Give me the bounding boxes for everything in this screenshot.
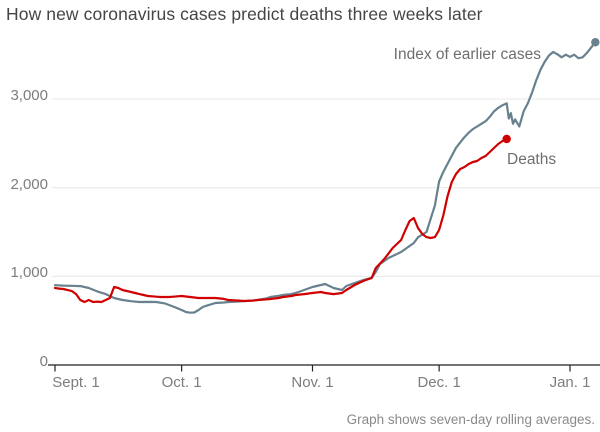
deaths-series-label: Deaths (507, 151, 557, 168)
y-axis-label-2000: 2,000 (10, 175, 48, 193)
deaths-line (53, 137, 508, 304)
cases-endpoint-dot (591, 38, 600, 47)
cases-series-label: Index of earlier cases (393, 46, 541, 63)
cases-line (53, 41, 597, 314)
chart-title: How new coronavirus cases predict deaths… (6, 4, 483, 24)
x-axis-label-nov-1: Nov. 1 (291, 374, 334, 391)
y-axis-label-0: 0 (39, 353, 48, 370)
x-axis-label-jan-1: Jan. 1 (549, 374, 591, 391)
chart-footnote: Graph shows seven-day rolling averages. (346, 412, 595, 427)
x-axis-label-dec-1: Dec. 1 (417, 374, 461, 391)
deaths-endpoint-dot (502, 134, 511, 144)
y-axis-label-1000: 1,000 (10, 264, 48, 282)
x-axis-label-oct-1: Oct. 1 (161, 374, 202, 391)
y-axis-label-3000: 3,000 (10, 87, 48, 104)
x-axis-label-sept-1: Sept. 1 (52, 374, 100, 391)
